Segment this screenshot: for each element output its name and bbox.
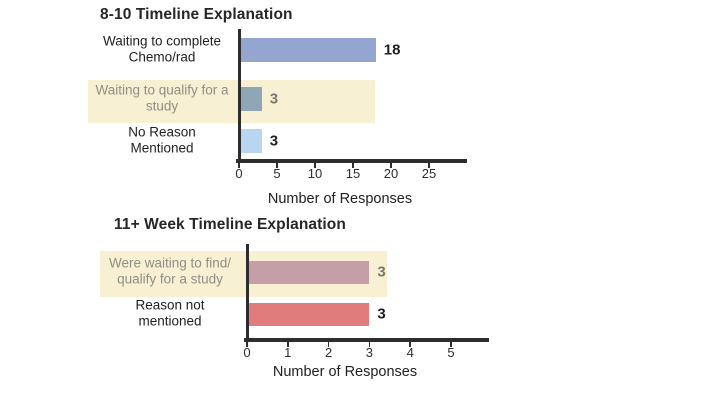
x-axis-tick-label: 5 bbox=[273, 166, 281, 181]
x-axis-label: Number of Responses bbox=[272, 364, 418, 380]
chart-title: 8-10 Timeline Explanation bbox=[100, 6, 293, 23]
category-label: Were waiting to find/ qualify for a stud… bbox=[108, 255, 232, 287]
x-axis-tick-label: 15 bbox=[345, 166, 361, 181]
bar-value-label: 3 bbox=[377, 263, 386, 281]
x-axis-tick bbox=[314, 162, 316, 168]
x-axis-tick bbox=[287, 341, 289, 347]
category-label: Waiting to complete Chemo/rad bbox=[102, 33, 222, 65]
x-axis-tick bbox=[390, 162, 392, 168]
x-axis-tick-label: 10 bbox=[307, 166, 323, 181]
highlight-band bbox=[88, 79, 375, 123]
bar bbox=[239, 38, 376, 62]
x-axis-line bbox=[244, 338, 489, 342]
x-axis-tick-label: 5 bbox=[447, 345, 455, 360]
category-label: Reason not mentioned bbox=[135, 297, 205, 329]
x-axis-tick-label: 1 bbox=[284, 345, 292, 360]
category-label: Waiting to qualify for a study bbox=[95, 82, 229, 114]
x-axis-tick bbox=[428, 162, 430, 168]
x-axis-tick bbox=[276, 162, 278, 168]
bar bbox=[247, 260, 370, 284]
x-axis-tick bbox=[409, 341, 411, 347]
x-axis-tick-label: 3 bbox=[365, 345, 373, 360]
category-label: No Reason Mentioned bbox=[128, 124, 196, 156]
x-axis-tick-label: 0 bbox=[235, 166, 243, 181]
x-axis-label: Number of Responses bbox=[267, 191, 413, 207]
bar-value-label: 3 bbox=[377, 305, 386, 323]
x-axis-line bbox=[236, 159, 467, 163]
x-axis-tick-label: 2 bbox=[324, 345, 333, 360]
bar-value-label: 18 bbox=[383, 41, 401, 59]
x-axis-tick bbox=[352, 162, 354, 168]
x-axis-tick-label: 25 bbox=[421, 166, 437, 181]
y-axis-line bbox=[245, 244, 249, 341]
x-axis-tick-label: 20 bbox=[383, 166, 399, 181]
x-axis-tick bbox=[450, 341, 452, 347]
x-axis-tick bbox=[327, 341, 330, 347]
chart-title: 11+ Week Timeline Explanation bbox=[114, 216, 346, 233]
x-axis-tick bbox=[238, 162, 240, 168]
x-axis-tick-label: 4 bbox=[406, 345, 414, 360]
y-axis-line bbox=[237, 29, 241, 162]
bar bbox=[239, 129, 262, 153]
x-axis-tick-label: 0 bbox=[243, 345, 251, 360]
bar bbox=[239, 87, 262, 111]
bar-value-label: 3 bbox=[269, 90, 279, 108]
bar-value-label: 3 bbox=[269, 132, 279, 150]
x-axis-tick bbox=[246, 341, 248, 347]
bar bbox=[247, 302, 370, 326]
x-axis-tick bbox=[368, 341, 371, 347]
